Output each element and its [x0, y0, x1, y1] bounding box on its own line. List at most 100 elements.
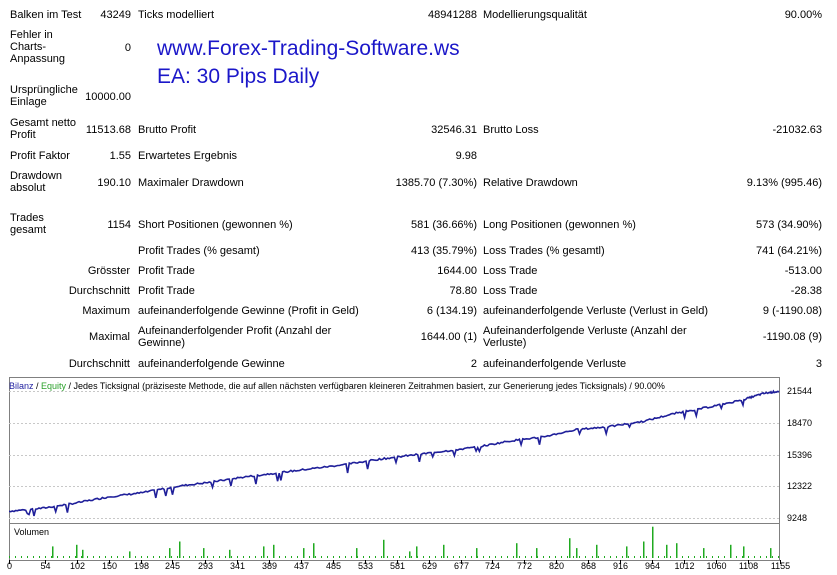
maximal-consecutive-loss-value: -1190.08 (9)	[762, 331, 822, 343]
volume-bar-small	[135, 556, 136, 558]
volume-bar-small	[243, 556, 244, 558]
absolute-drawdown-value: 190.10	[97, 177, 131, 189]
largest-loss-trade-label: Loss Trade	[483, 265, 538, 277]
volume-bar-small	[369, 556, 370, 558]
balance-chart	[9, 377, 827, 575]
volume-bar-small	[465, 556, 466, 558]
volume-bar	[569, 538, 571, 558]
volume-bar-small	[357, 556, 358, 558]
x-tick-label: 868	[580, 561, 597, 571]
volume-bar-small	[27, 556, 28, 558]
errors-value: 0	[124, 42, 131, 54]
gross-profit-value: 32546.31	[431, 124, 477, 136]
volume-bar-small	[592, 556, 593, 558]
max-drawdown-label: Maximaler Drawdown	[138, 177, 244, 189]
volume-bar-small	[628, 556, 629, 558]
volume-bar-small	[748, 556, 749, 558]
maximal-consecutive-profit-label: Aufeinanderfolgender Profit (Anzahl der …	[138, 325, 332, 349]
volume-bar-small	[315, 556, 316, 558]
volume-bar-small	[622, 556, 623, 558]
volume-bar-small	[195, 556, 196, 558]
volume-bar-small	[33, 556, 34, 558]
volume-bar-small	[507, 556, 508, 558]
volume-bar-small	[706, 556, 707, 558]
volume-bar-small	[724, 556, 725, 558]
x-tick-label: 1108	[738, 561, 759, 571]
x-tick-label: 245	[164, 561, 181, 571]
volume-bar-small	[153, 556, 154, 558]
volume-bar-small	[129, 556, 130, 558]
y-tick-label: 18470	[787, 417, 813, 428]
avg-consecutive-wins-value: 2	[470, 358, 477, 370]
volume-bar	[770, 548, 772, 558]
volume-bar-small	[441, 556, 442, 558]
y-tick-label: 12322	[787, 480, 813, 491]
x-tick-label: 485	[325, 561, 342, 571]
short-positions-label: Short Positionen (gewonnen %)	[138, 219, 293, 231]
x-tick-label: 150	[101, 561, 118, 571]
volume-bar-small	[39, 556, 40, 558]
volume-bar	[129, 551, 131, 558]
largest-profit-trade-label: Profit Trade	[138, 265, 195, 277]
max-drawdown-value: 1385.70 (7.30%)	[395, 177, 477, 189]
volume-bar-small	[477, 556, 478, 558]
relative-drawdown-label: Relative Drawdown	[483, 177, 578, 189]
short-positions-value: 581 (36.66%)	[410, 219, 477, 231]
volume-bar-small	[393, 556, 394, 558]
volume-bar	[596, 544, 598, 558]
ticks-value: 48941288	[428, 9, 477, 21]
volume-bar	[652, 526, 654, 558]
volume-bar-small	[159, 556, 160, 558]
volume-bar-small	[604, 556, 605, 558]
volume-bar-small	[417, 556, 418, 558]
volume-bar	[676, 543, 678, 558]
average-profit-trade-label: Profit Trade	[138, 285, 195, 297]
profit-trades-value: 413 (35.79%)	[410, 245, 477, 257]
gross-loss-value: -21032.63	[772, 124, 822, 136]
legend-separator: /	[33, 381, 42, 391]
loss-trades-value: 741 (64.21%)	[755, 245, 822, 257]
quality-value: 90.00%	[784, 9, 822, 21]
volume-bar-small	[189, 556, 190, 558]
volume-bar	[703, 548, 705, 558]
volume-bar-small	[549, 556, 550, 558]
volume-bar-small	[676, 556, 677, 558]
largest-profit-trade-value: 1644.00	[437, 265, 477, 277]
volume-bar-small	[279, 556, 280, 558]
volume-bar-small	[363, 556, 364, 558]
x-tick-label: 724	[484, 561, 501, 571]
x-tick-label: 533	[357, 561, 374, 571]
watermark-url: www.Forex-Trading-Software.ws	[157, 37, 460, 60]
volume-bar-small	[117, 556, 118, 558]
volume-bar-small	[688, 556, 689, 558]
volume-bar-small	[165, 556, 166, 558]
net-profit-label: Gesamt netto Profit	[10, 117, 77, 141]
volume-bar	[416, 546, 418, 558]
volume-bar-small	[387, 556, 388, 558]
volume-bar-small	[15, 556, 16, 558]
average-loss-trade-value: -28.38	[790, 285, 822, 297]
x-tick-label: 1060	[706, 561, 727, 571]
volume-bar-small	[652, 556, 653, 558]
largest-label: Grösster	[87, 265, 130, 277]
volume-bar-small	[219, 556, 220, 558]
chart-description: / Jedes Ticksignal (präziseste Methode, …	[66, 381, 665, 391]
volume-bar	[179, 541, 181, 558]
x-tick-label: 964	[644, 561, 661, 571]
volume-bar	[476, 548, 478, 558]
x-tick-label: 820	[548, 561, 565, 571]
volume-bar-small	[453, 556, 454, 558]
relative-drawdown-value: 9.13% (995.46)	[746, 177, 822, 189]
volume-bar-small	[141, 556, 142, 558]
volume-bar	[443, 544, 445, 558]
volume-bar-small	[399, 556, 400, 558]
volume-bar	[626, 546, 628, 558]
y-tick-label: 9248	[787, 512, 808, 523]
x-tick-label: 629	[421, 561, 438, 571]
bars-label: Balken im Test	[10, 9, 82, 21]
volume-bar-small	[333, 556, 334, 558]
volume-bar-small	[87, 556, 88, 558]
volume-bar-small	[772, 556, 773, 558]
legend-equity: Equity	[41, 381, 67, 391]
volume-bar-small	[573, 556, 574, 558]
